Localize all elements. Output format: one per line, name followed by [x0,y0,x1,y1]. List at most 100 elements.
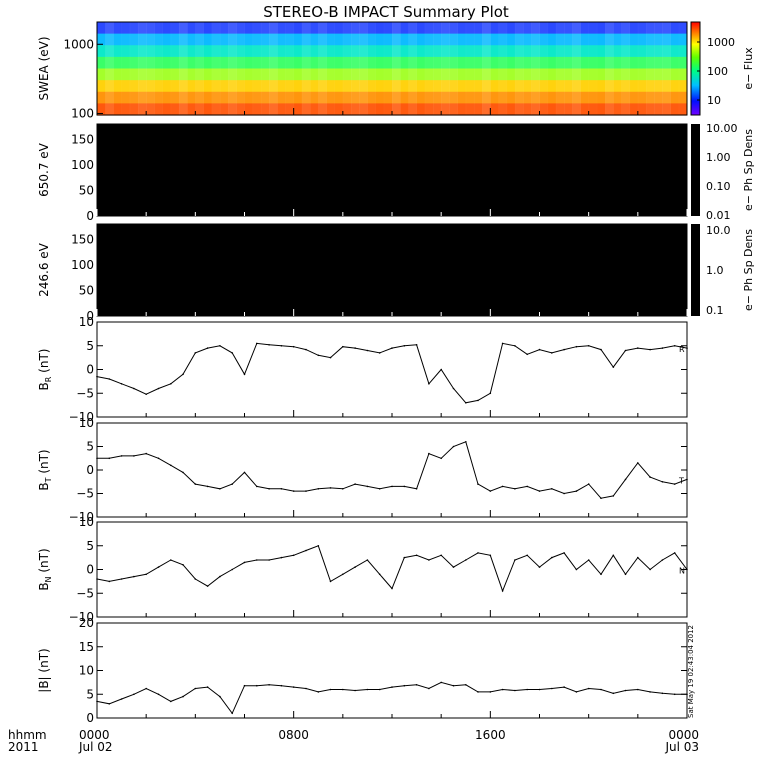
y-tick-label: 0 [86,711,94,725]
spectrogram-column [318,22,327,115]
spectrogram-column [400,22,409,115]
spectrogram-column [334,22,344,115]
pad-image-pad650 [97,124,687,216]
data-point [255,684,258,687]
spectrogram-column [269,22,278,115]
plot-frame-bn [96,521,688,618]
data-point [673,693,676,696]
data-point [391,347,393,349]
spectrogram-column [564,22,573,115]
spectrogram-column [646,22,655,115]
data-point [96,457,98,460]
energy-band-180 [97,91,687,104]
data-point [366,559,369,561]
data-point [440,368,443,371]
y-tick-label: 1000 [63,37,94,51]
data-point [292,554,295,557]
data-point [120,455,123,457]
data-point [403,485,406,488]
panel-br: 10 5 0 −5 −10 BR (nT) R [37,315,688,424]
plot-frame-bt [96,422,688,518]
data-point [440,457,443,460]
data-point [661,692,664,695]
data-point [157,387,160,390]
data-point [329,356,332,359]
data-point [170,700,172,703]
data-point [366,349,369,352]
spectrogram-column [678,22,688,115]
data-point [551,352,553,354]
data-point [96,578,98,580]
spectrogram-column [629,22,639,115]
colorbar-pad650 [691,124,700,216]
data-point [465,402,467,404]
data-point [157,566,160,568]
data-point [477,399,479,402]
data-point [612,692,615,695]
data-point [170,464,172,467]
y-tick-label: 100 [71,106,94,120]
data-point [391,587,393,590]
spectrogram-column [580,22,590,115]
colorbar-label: e− Flux [742,47,755,90]
energy-band-1300 [97,33,687,46]
y-tick-label: 20 [79,616,94,630]
spectrogram-column [605,22,614,115]
y-axis-label: 650.7 eV [37,142,51,197]
data-point [378,352,381,354]
spectrogram-column [359,22,368,115]
y-tick-label: 50 [79,183,94,197]
data-point [440,681,443,684]
data-point [587,483,590,485]
spectrogram-column [301,22,311,115]
spectrogram-column [121,22,131,115]
data-point [243,684,246,687]
data-point [403,556,406,559]
data-point [673,345,676,347]
right-component-marker: T [678,476,684,485]
data-point [403,345,406,347]
data-point [157,457,160,460]
data-point [403,684,406,687]
data-point [624,478,627,481]
pad-image-pad246 [97,224,687,316]
data-point [501,688,504,691]
y-tick-label: −5 [76,386,94,400]
x-tick-label: 0800 [278,728,309,742]
data-point [415,684,418,686]
data-point [637,462,639,464]
spectrogram-column [351,22,360,115]
data-point [428,559,430,561]
data-point [268,344,270,346]
x-tick-label: 1600 [475,728,506,742]
spectrogram-column [211,22,221,115]
spectrogram-column [662,22,672,115]
spectrogram-column [457,22,467,115]
data-point [317,488,320,490]
panel-pad650: 10.00 1.00 0.10 0.01 150 100 50 0 e− Ph Sp Dens 6… [37,122,755,223]
data-point [428,687,430,690]
data-point [575,490,578,492]
data-point [575,345,578,348]
data-point [280,488,283,490]
data-point [280,345,283,347]
spectrogram-column [178,22,188,115]
data-point [587,345,590,347]
data-point [206,347,209,349]
spectrogram-column [170,22,180,115]
data-point [354,566,356,568]
data-point [305,348,307,351]
data-point [170,559,172,561]
data-point [243,561,246,564]
colorbar-tick-label: 1000 [707,36,735,49]
data-point [206,485,209,488]
y-tick-label: 5 [86,539,94,553]
data-point [194,687,197,690]
spectrogram-column [146,22,155,115]
data-point [231,568,233,571]
spectrogram-column [514,22,524,115]
data-point [624,573,627,576]
data-point [342,573,344,576]
